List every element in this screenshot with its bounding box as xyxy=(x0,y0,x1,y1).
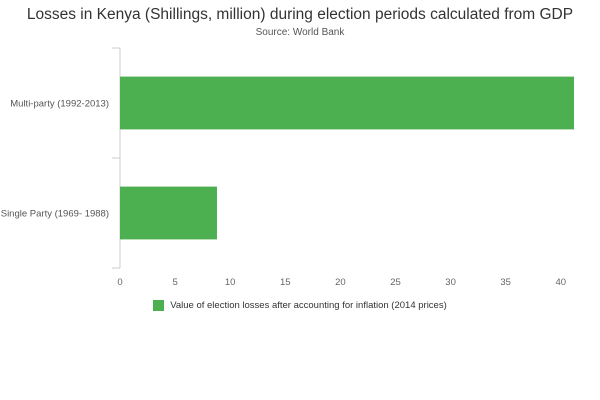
chart-title: Losses in Kenya (Shillings, million) dur… xyxy=(26,6,574,23)
x-tick-label-3: 15 xyxy=(280,277,291,288)
x-tick-label-6: 30 xyxy=(445,277,456,288)
x-tick-label-2: 10 xyxy=(225,277,236,288)
x-tick-label-0: 0 xyxy=(117,277,122,288)
x-tick-label-5: 25 xyxy=(390,277,401,288)
category-label-0: Multi-party (1992-2013) xyxy=(10,99,109,110)
category-label-1: Single Party (1969- 1988) xyxy=(1,209,109,220)
x-tick-label-4: 20 xyxy=(335,277,346,288)
x-tick-label-7: 35 xyxy=(500,277,511,288)
x-tick-label-1: 5 xyxy=(172,277,177,288)
legend-label: Value of election losses after accountin… xyxy=(170,300,447,311)
x-tick-label-8: 40 xyxy=(555,277,566,288)
legend[interactable]: Value of election losses after accountin… xyxy=(0,300,600,311)
bar-1 xyxy=(120,186,217,240)
bar-0 xyxy=(120,76,574,130)
legend-swatch xyxy=(153,300,165,311)
chart-subtitle: Source: World Bank xyxy=(255,27,345,38)
